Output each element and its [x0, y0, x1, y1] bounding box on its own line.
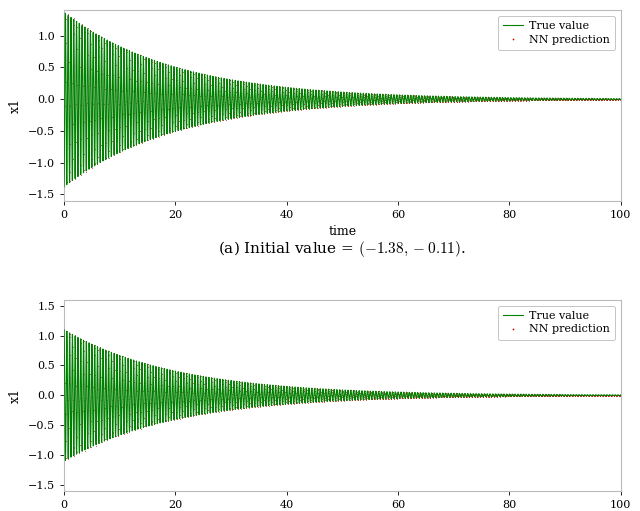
True value [60, 327, 68, 333]
Line: True value: True value [64, 13, 621, 187]
NN prediction [536, 391, 544, 398]
NN prediction [276, 400, 284, 406]
True value [61, 10, 69, 16]
Legend: True value, NN prediction: True value, NN prediction [498, 16, 615, 50]
NN prediction [72, 138, 79, 145]
Y-axis label: x1: x1 [10, 388, 22, 403]
NN prediction [72, 355, 79, 361]
NN prediction [617, 392, 625, 398]
NN prediction [371, 396, 379, 402]
NN prediction [61, 10, 69, 16]
True value [60, 184, 68, 190]
True value [61, 457, 69, 463]
NN prediction [371, 92, 379, 98]
NN prediction [61, 456, 69, 462]
NN prediction [276, 86, 284, 92]
NN prediction [617, 97, 625, 103]
True value [161, 408, 169, 414]
NN prediction [60, 182, 68, 189]
Line: True value: True value [64, 330, 621, 460]
True value [394, 389, 402, 395]
True value [617, 97, 625, 103]
Line: NN prediction: NN prediction [63, 329, 621, 460]
True value [422, 390, 430, 396]
True value [273, 401, 281, 407]
True value [476, 96, 483, 102]
True value [518, 393, 525, 400]
NN prediction [514, 98, 522, 104]
NN prediction [557, 95, 565, 101]
True value [617, 392, 625, 398]
NN prediction [536, 97, 544, 103]
NN prediction [60, 327, 68, 333]
Y-axis label: x1: x1 [10, 98, 22, 113]
Text: (a) Initial value = $(-1.38, -0.11)$.: (a) Initial value = $(-1.38, -0.11)$. [218, 239, 467, 259]
True value [518, 95, 525, 101]
True value [273, 84, 281, 90]
Line: NN prediction: NN prediction [63, 12, 621, 186]
True value [422, 99, 430, 105]
True value [476, 392, 483, 399]
NN prediction [557, 393, 565, 399]
Legend: True value, NN prediction: True value, NN prediction [498, 306, 615, 340]
True value [394, 101, 402, 107]
NN prediction [514, 391, 522, 398]
True value [161, 73, 169, 79]
X-axis label: time: time [328, 225, 356, 239]
